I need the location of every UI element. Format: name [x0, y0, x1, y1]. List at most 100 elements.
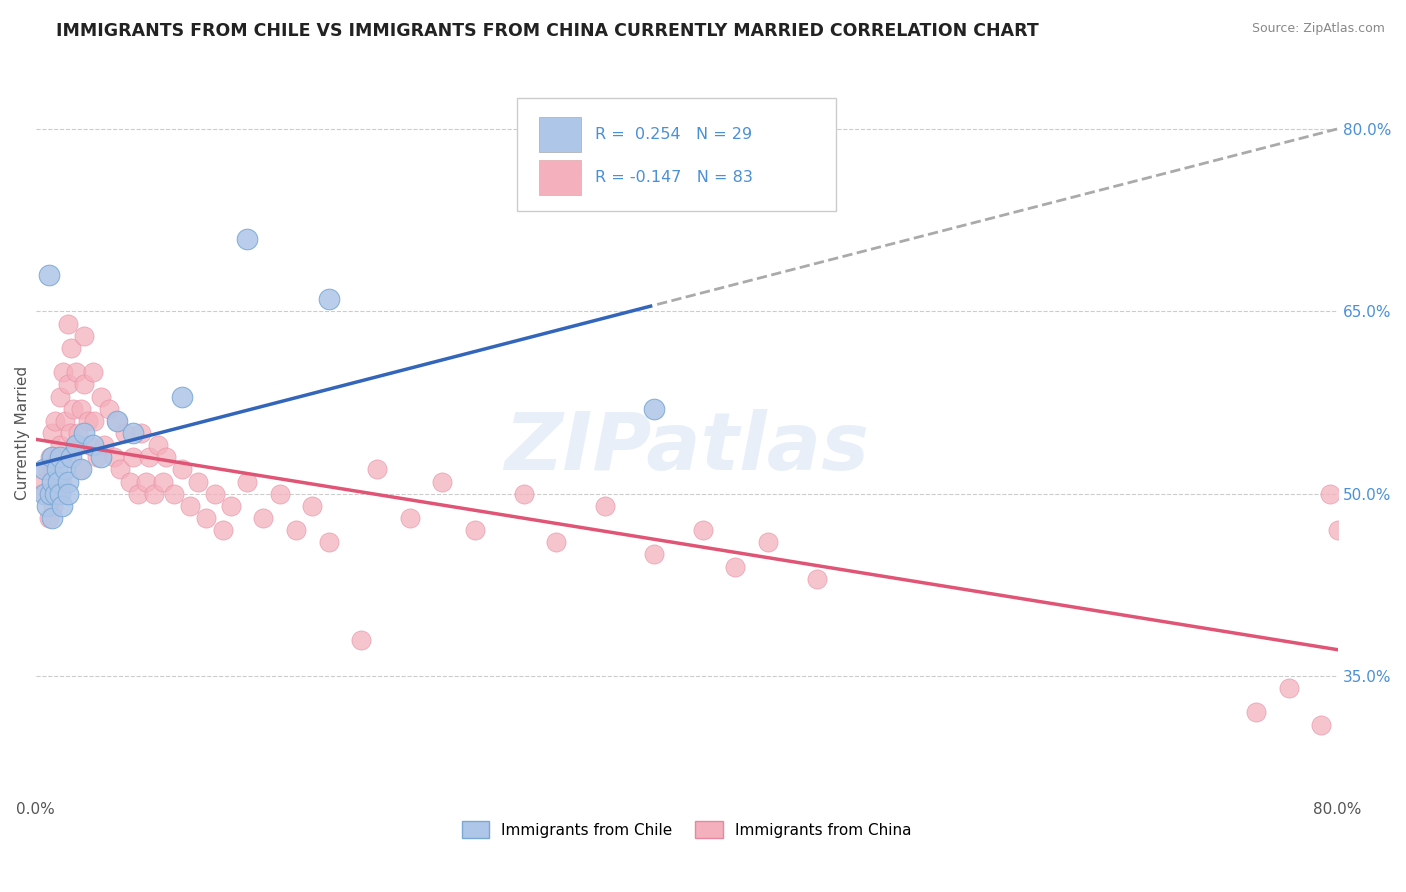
Point [269, 487, 291, 501]
Point [60, 341, 83, 355]
Point [65, 365, 87, 379]
Point [806, 572, 828, 586]
Point [76, 414, 98, 428]
Point [170, 462, 193, 476]
Text: Source: ZipAtlas.com: Source: ZipAtlas.com [1251, 22, 1385, 36]
Point [1326, 523, 1348, 537]
Point [73, 377, 96, 392]
Point [82, 365, 104, 379]
Point [70, 462, 93, 476]
Point [152, 475, 174, 489]
Point [49, 487, 72, 501]
Text: ZIPatlas: ZIPatlas [505, 409, 869, 486]
FancyBboxPatch shape [540, 117, 581, 152]
FancyBboxPatch shape [517, 98, 837, 211]
Point [1310, 717, 1333, 731]
Text: R =  0.254   N = 29: R = 0.254 N = 29 [596, 127, 752, 142]
Point [756, 535, 779, 549]
Point [122, 425, 145, 440]
Point [179, 499, 201, 513]
Point [399, 511, 422, 525]
Y-axis label: Currently Married: Currently Married [15, 366, 30, 500]
FancyBboxPatch shape [540, 161, 581, 195]
Point [49, 438, 72, 452]
Point [53, 414, 76, 428]
Point [301, 499, 323, 513]
Point [39, 450, 62, 465]
Point [41, 511, 63, 525]
Point [318, 293, 340, 307]
Point [103, 450, 125, 465]
Legend: Immigrants from Chile, Immigrants from China: Immigrants from Chile, Immigrants from C… [456, 814, 918, 845]
Point [56, 487, 79, 501]
Point [66, 425, 89, 440]
Point [90, 450, 112, 465]
Point [45, 450, 67, 465]
Point [73, 425, 96, 440]
Point [366, 462, 388, 476]
Point [62, 401, 84, 416]
Point [53, 462, 76, 476]
Text: IMMIGRANTS FROM CHILE VS IMMIGRANTS FROM CHINA CURRENTLY MARRIED CORRELATION CHA: IMMIGRANTS FROM CHILE VS IMMIGRANTS FROM… [56, 22, 1039, 40]
Point [82, 438, 104, 452]
Point [105, 414, 128, 428]
Point [93, 438, 115, 452]
Point [211, 523, 233, 537]
Point [108, 462, 131, 476]
Point [46, 475, 69, 489]
Point [65, 438, 87, 452]
Point [350, 632, 373, 647]
Point [432, 475, 454, 489]
Point [131, 425, 153, 440]
Point [643, 548, 665, 562]
Point [56, 317, 79, 331]
Point [187, 475, 209, 489]
Point [285, 523, 308, 537]
Point [464, 523, 486, 537]
Point [195, 511, 218, 525]
Point [513, 487, 536, 501]
Point [42, 499, 65, 513]
Point [146, 438, 169, 452]
Point [97, 401, 120, 416]
Point [86, 450, 108, 465]
Point [35, 462, 58, 476]
Point [118, 475, 141, 489]
Point [46, 487, 69, 501]
Point [34, 487, 56, 501]
Point [56, 377, 79, 392]
Point [41, 462, 63, 476]
Point [114, 425, 136, 440]
Point [105, 414, 128, 428]
Point [38, 511, 60, 525]
Point [692, 523, 714, 537]
Point [32, 462, 55, 476]
Text: R = -0.147   N = 83: R = -0.147 N = 83 [596, 170, 754, 186]
Point [52, 365, 75, 379]
Point [236, 475, 259, 489]
Point [170, 390, 193, 404]
Point [63, 438, 86, 452]
Point [59, 425, 82, 440]
Point [155, 450, 177, 465]
Point [70, 401, 93, 416]
Point [32, 475, 55, 489]
Point [73, 328, 96, 343]
Point [724, 559, 747, 574]
Point [55, 450, 77, 465]
Point [90, 390, 112, 404]
Point [122, 450, 145, 465]
Point [643, 401, 665, 416]
Point [127, 487, 149, 501]
Point [135, 475, 157, 489]
Point [60, 450, 83, 465]
Point [51, 499, 73, 513]
Point [163, 487, 186, 501]
Point [1244, 706, 1267, 720]
Point [143, 487, 166, 501]
Point [69, 462, 91, 476]
Point [39, 487, 62, 501]
Point [83, 414, 105, 428]
Point [593, 499, 616, 513]
Point [252, 511, 274, 525]
